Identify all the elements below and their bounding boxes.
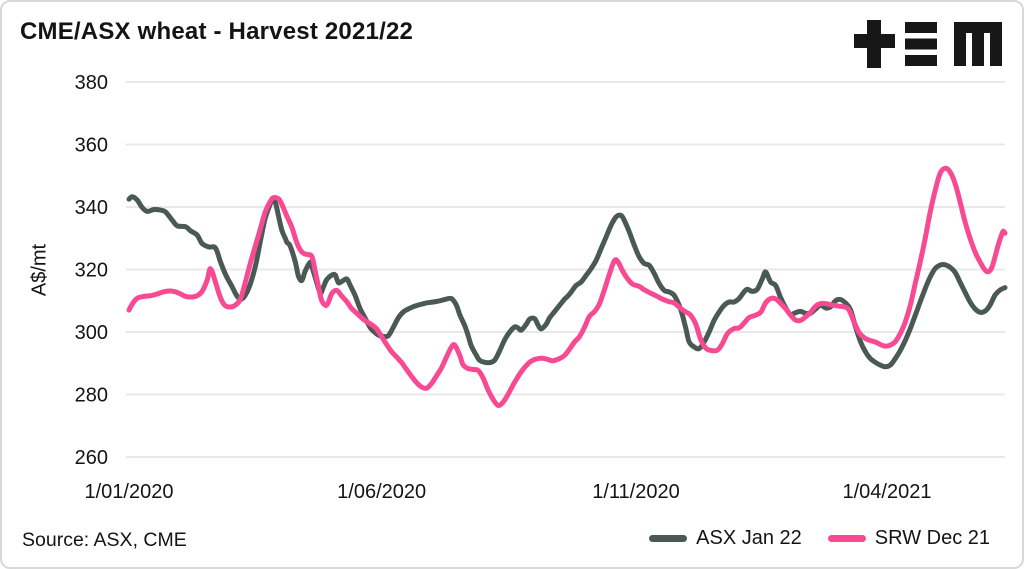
- legend-swatch-asx: [649, 535, 688, 542]
- svg-text:1/06/2020: 1/06/2020: [337, 481, 426, 503]
- chart-legend: ASX Jan 22 SRW Dec 21: [649, 527, 990, 550]
- source-note: Source: ASX, CME: [22, 529, 187, 551]
- legend-swatch-srw: [827, 535, 866, 542]
- svg-text:280: 280: [75, 385, 108, 407]
- svg-text:300: 300: [75, 322, 108, 344]
- legend-label-asx: ASX Jan 22: [696, 527, 802, 549]
- svg-text:340: 340: [75, 197, 108, 219]
- logo-m-icon: [954, 22, 1002, 66]
- svg-text:260: 260: [75, 447, 108, 469]
- tem-logo: [854, 20, 1002, 68]
- chart-title: CME/ASX wheat - Harvest 2021/22: [20, 18, 414, 45]
- logo-bars-icon: [905, 22, 937, 33]
- svg-text:1/11/2020: 1/11/2020: [592, 481, 680, 503]
- svg-text:360: 360: [75, 135, 108, 157]
- svg-text:380: 380: [75, 72, 108, 94]
- svg-text:1/04/2021: 1/04/2021: [842, 481, 931, 503]
- svg-text:1/01/2020: 1/01/2020: [85, 481, 174, 503]
- legend-item-srw: SRW Dec 21: [827, 527, 990, 550]
- legend-item-asx: ASX Jan 22: [649, 527, 802, 550]
- legend-label-srw: SRW Dec 21: [874, 527, 990, 549]
- svg-text:320: 320: [75, 260, 108, 282]
